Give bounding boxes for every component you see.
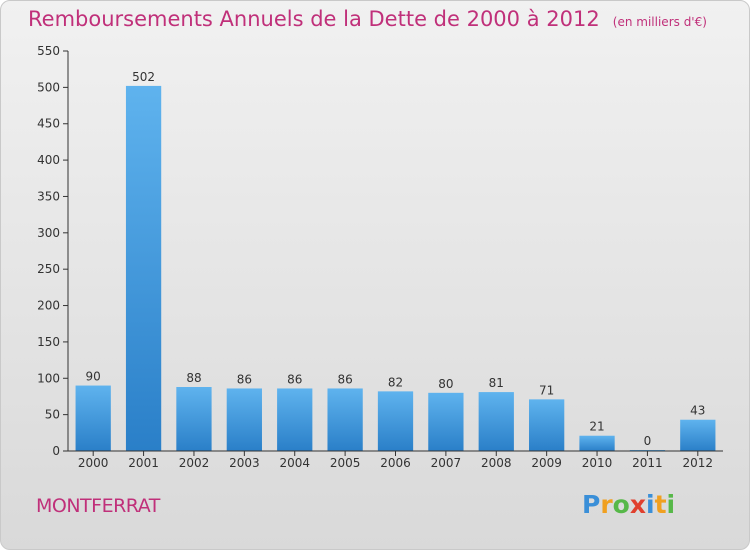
x-tick-label-2002: 2002 xyxy=(179,456,210,470)
x-tick-label-2004: 2004 xyxy=(279,456,310,470)
y-tick-label: 100 xyxy=(37,371,60,385)
y-tick-label: 50 xyxy=(45,408,60,422)
x-tick-label-2009: 2009 xyxy=(531,456,562,470)
logo-letter: i xyxy=(646,490,655,519)
x-tick-label-2003: 2003 xyxy=(229,456,260,470)
y-tick-label: 450 xyxy=(37,117,60,131)
logo-letter: P xyxy=(582,490,601,519)
y-tick-label: 500 xyxy=(37,80,60,94)
proxiti-logo[interactable]: Proxiti xyxy=(582,490,675,519)
x-axis: 2000 2001 2002 2003 2004 2005 2006 2007 2008 2009… xyxy=(68,450,723,470)
logo-letter: r xyxy=(600,490,613,519)
y-tick-label: 200 xyxy=(37,299,60,313)
data-label-2008: 81 xyxy=(489,376,504,390)
y-tick-label: 0 xyxy=(52,444,60,458)
x-tick-label-2000: 2000 xyxy=(78,456,109,470)
y-axis: 0 50 100 150 200 250 300 350 400 450 500 550 xyxy=(37,44,69,458)
chart-subtitle: (en milliers d'€) xyxy=(612,15,707,29)
y-tick-label: 550 xyxy=(37,44,60,58)
logo-letter: x xyxy=(629,490,646,519)
bar-2010 xyxy=(579,435,615,451)
x-tick-label-2005: 2005 xyxy=(330,456,361,470)
data-label-2006: 82 xyxy=(388,375,403,389)
data-label-2010: 21 xyxy=(589,420,604,434)
x-tick-label-2006: 2006 xyxy=(380,456,411,470)
y-tick-label: 400 xyxy=(37,153,60,167)
bar-2004 xyxy=(277,388,313,451)
data-label-2011: 0 xyxy=(644,434,652,448)
x-tick-label-2007: 2007 xyxy=(431,456,462,470)
data-label-2000: 90 xyxy=(86,370,101,384)
chart-title: Remboursements Annuels de la Dette de 20… xyxy=(28,7,600,31)
data-label-2012: 43 xyxy=(690,404,705,418)
data-label-2009: 71 xyxy=(539,383,554,397)
bar-2006 xyxy=(377,391,414,451)
x-tick-label-2008: 2008 xyxy=(481,456,512,470)
bar-2012 xyxy=(680,419,716,451)
bar-2001 xyxy=(125,85,162,451)
logo-letter: t xyxy=(654,490,667,519)
data-label-2003: 86 xyxy=(237,372,252,386)
data-label-2002: 88 xyxy=(186,371,201,385)
bar-2003 xyxy=(226,388,262,451)
y-tick-label: 150 xyxy=(37,335,60,349)
y-tick-label: 250 xyxy=(37,262,60,276)
x-tick-label-2001: 2001 xyxy=(128,456,159,470)
bar-2000 xyxy=(75,385,111,451)
logo-letter: o xyxy=(612,490,630,519)
bars xyxy=(75,85,716,451)
bar-2002 xyxy=(176,387,212,451)
data-labels: 90 502 88 86 86 86 82 80 81 71 21 0 43 xyxy=(86,70,706,448)
data-label-2007: 80 xyxy=(438,377,453,391)
data-label-2001: 502 xyxy=(132,70,155,84)
logo-letter: i xyxy=(666,490,676,519)
y-tick-label: 350 xyxy=(37,189,60,203)
title-row: Remboursements Annuels de la Dette de 20… xyxy=(28,7,707,31)
data-label-2005: 86 xyxy=(337,372,352,386)
bar-2009 xyxy=(529,399,565,451)
bar-2008 xyxy=(478,392,514,451)
x-tick-label-2010: 2010 xyxy=(582,456,613,470)
data-label-2004: 86 xyxy=(287,372,302,386)
y-tick-label: 300 xyxy=(37,226,60,240)
x-tick-label-2012: 2012 xyxy=(683,456,714,470)
location-name: MONTFERRAT xyxy=(36,495,160,517)
bar-2005 xyxy=(327,388,363,451)
x-tick-label-2011: 2011 xyxy=(632,456,663,470)
bar-2007 xyxy=(428,392,464,451)
